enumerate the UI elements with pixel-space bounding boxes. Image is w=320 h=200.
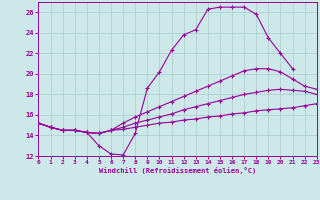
- X-axis label: Windchill (Refroidissement éolien,°C): Windchill (Refroidissement éolien,°C): [99, 167, 256, 174]
